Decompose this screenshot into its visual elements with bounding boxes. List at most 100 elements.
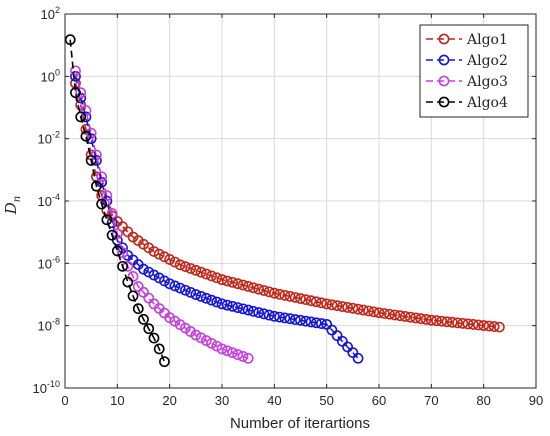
data-point [227, 276, 238, 288]
data-point [352, 303, 364, 315]
data-point [274, 311, 285, 323]
data-point [101, 195, 113, 207]
data-point [159, 251, 170, 263]
data-point [363, 305, 374, 317]
data-point [305, 295, 317, 307]
data-point [431, 315, 442, 327]
data-point [117, 260, 128, 272]
y-tick-label: 10-4 [38, 192, 60, 209]
data-point [206, 337, 217, 349]
legend-item-algo1: Algo1 [426, 32, 508, 48]
x-axis: 0 10 20 30 40 50 60 70 80 90 [61, 14, 543, 408]
data-point [211, 272, 223, 284]
data-point [221, 275, 233, 287]
data-point [148, 246, 160, 257]
data-point [159, 356, 170, 368]
data-point [452, 317, 463, 329]
data-point [179, 284, 191, 296]
x-tick-label: 30 [215, 393, 229, 408]
data-point [164, 278, 176, 290]
data-point [211, 296, 223, 308]
data-point [85, 127, 97, 139]
data-point [96, 198, 108, 210]
data-point [326, 299, 338, 311]
data-point [457, 317, 469, 329]
data-point [148, 332, 160, 344]
data-point [122, 276, 134, 288]
data-point [247, 305, 259, 317]
legend-marker [438, 33, 450, 45]
data-point [410, 312, 422, 324]
data-point [446, 316, 458, 328]
data-point [75, 111, 87, 123]
series-algo4 [64, 34, 170, 368]
data-point [436, 315, 448, 327]
data-point [153, 343, 165, 355]
data-point [185, 286, 196, 298]
data-point [253, 283, 265, 295]
x-tick-label: 90 [529, 393, 543, 408]
data-point [284, 291, 296, 302]
data-point [174, 282, 186, 294]
data-point [305, 316, 317, 328]
data-point [122, 226, 134, 238]
data-point [310, 296, 322, 308]
data-point [169, 280, 181, 292]
data-point [153, 272, 165, 284]
data-point [200, 335, 212, 346]
legend: Algo1 Algo2 Algo3 Algo4 [419, 24, 529, 118]
y-tick-label: 10-8 [38, 317, 60, 334]
data-point [195, 266, 207, 278]
x-tick-label: 80 [476, 393, 490, 408]
data-point [268, 287, 280, 299]
data-point [415, 313, 427, 325]
data-point [483, 320, 495, 332]
plot-series [64, 34, 505, 368]
data-point [70, 87, 81, 99]
x-tick-label: 0 [61, 393, 68, 408]
data-point [237, 303, 249, 315]
x-tick-label: 20 [162, 393, 176, 408]
y-axis-label-subscript: n [12, 196, 23, 202]
data-point [352, 352, 364, 364]
data-point [279, 289, 291, 301]
data-point [148, 269, 160, 281]
data-point [347, 347, 359, 359]
data-point [101, 214, 113, 226]
data-point [96, 171, 108, 183]
legend-marker [438, 75, 450, 87]
data-point [289, 292, 301, 303]
data-point [378, 308, 390, 319]
data-point [80, 105, 92, 116]
data-point [368, 306, 380, 318]
data-point [216, 298, 228, 310]
data-point [467, 319, 479, 330]
x-axis-label: Number of iterartions [230, 415, 370, 432]
data-point [185, 263, 196, 274]
data-point [164, 254, 176, 265]
legend-item-algo2: Algo2 [426, 53, 508, 69]
series-line [74, 83, 500, 328]
data-point [462, 318, 474, 330]
data-point [357, 304, 369, 316]
data-point [232, 278, 244, 290]
data-point [289, 314, 301, 325]
data-point [106, 208, 118, 219]
data-point [211, 340, 223, 352]
x-tick-label: 70 [424, 393, 438, 408]
data-point [295, 314, 306, 326]
data-point [127, 290, 139, 302]
legend-marker [438, 54, 450, 66]
y-axis-label: Dn [2, 196, 23, 215]
data-point [258, 308, 270, 320]
data-point [478, 320, 490, 331]
data-point [331, 300, 343, 312]
data-point [347, 302, 359, 314]
data-point [101, 190, 113, 201]
data-point [473, 319, 484, 331]
data-point [425, 314, 437, 326]
data-point [138, 263, 149, 275]
series-line [74, 70, 249, 360]
data-point [159, 275, 170, 287]
data-point [153, 248, 165, 260]
